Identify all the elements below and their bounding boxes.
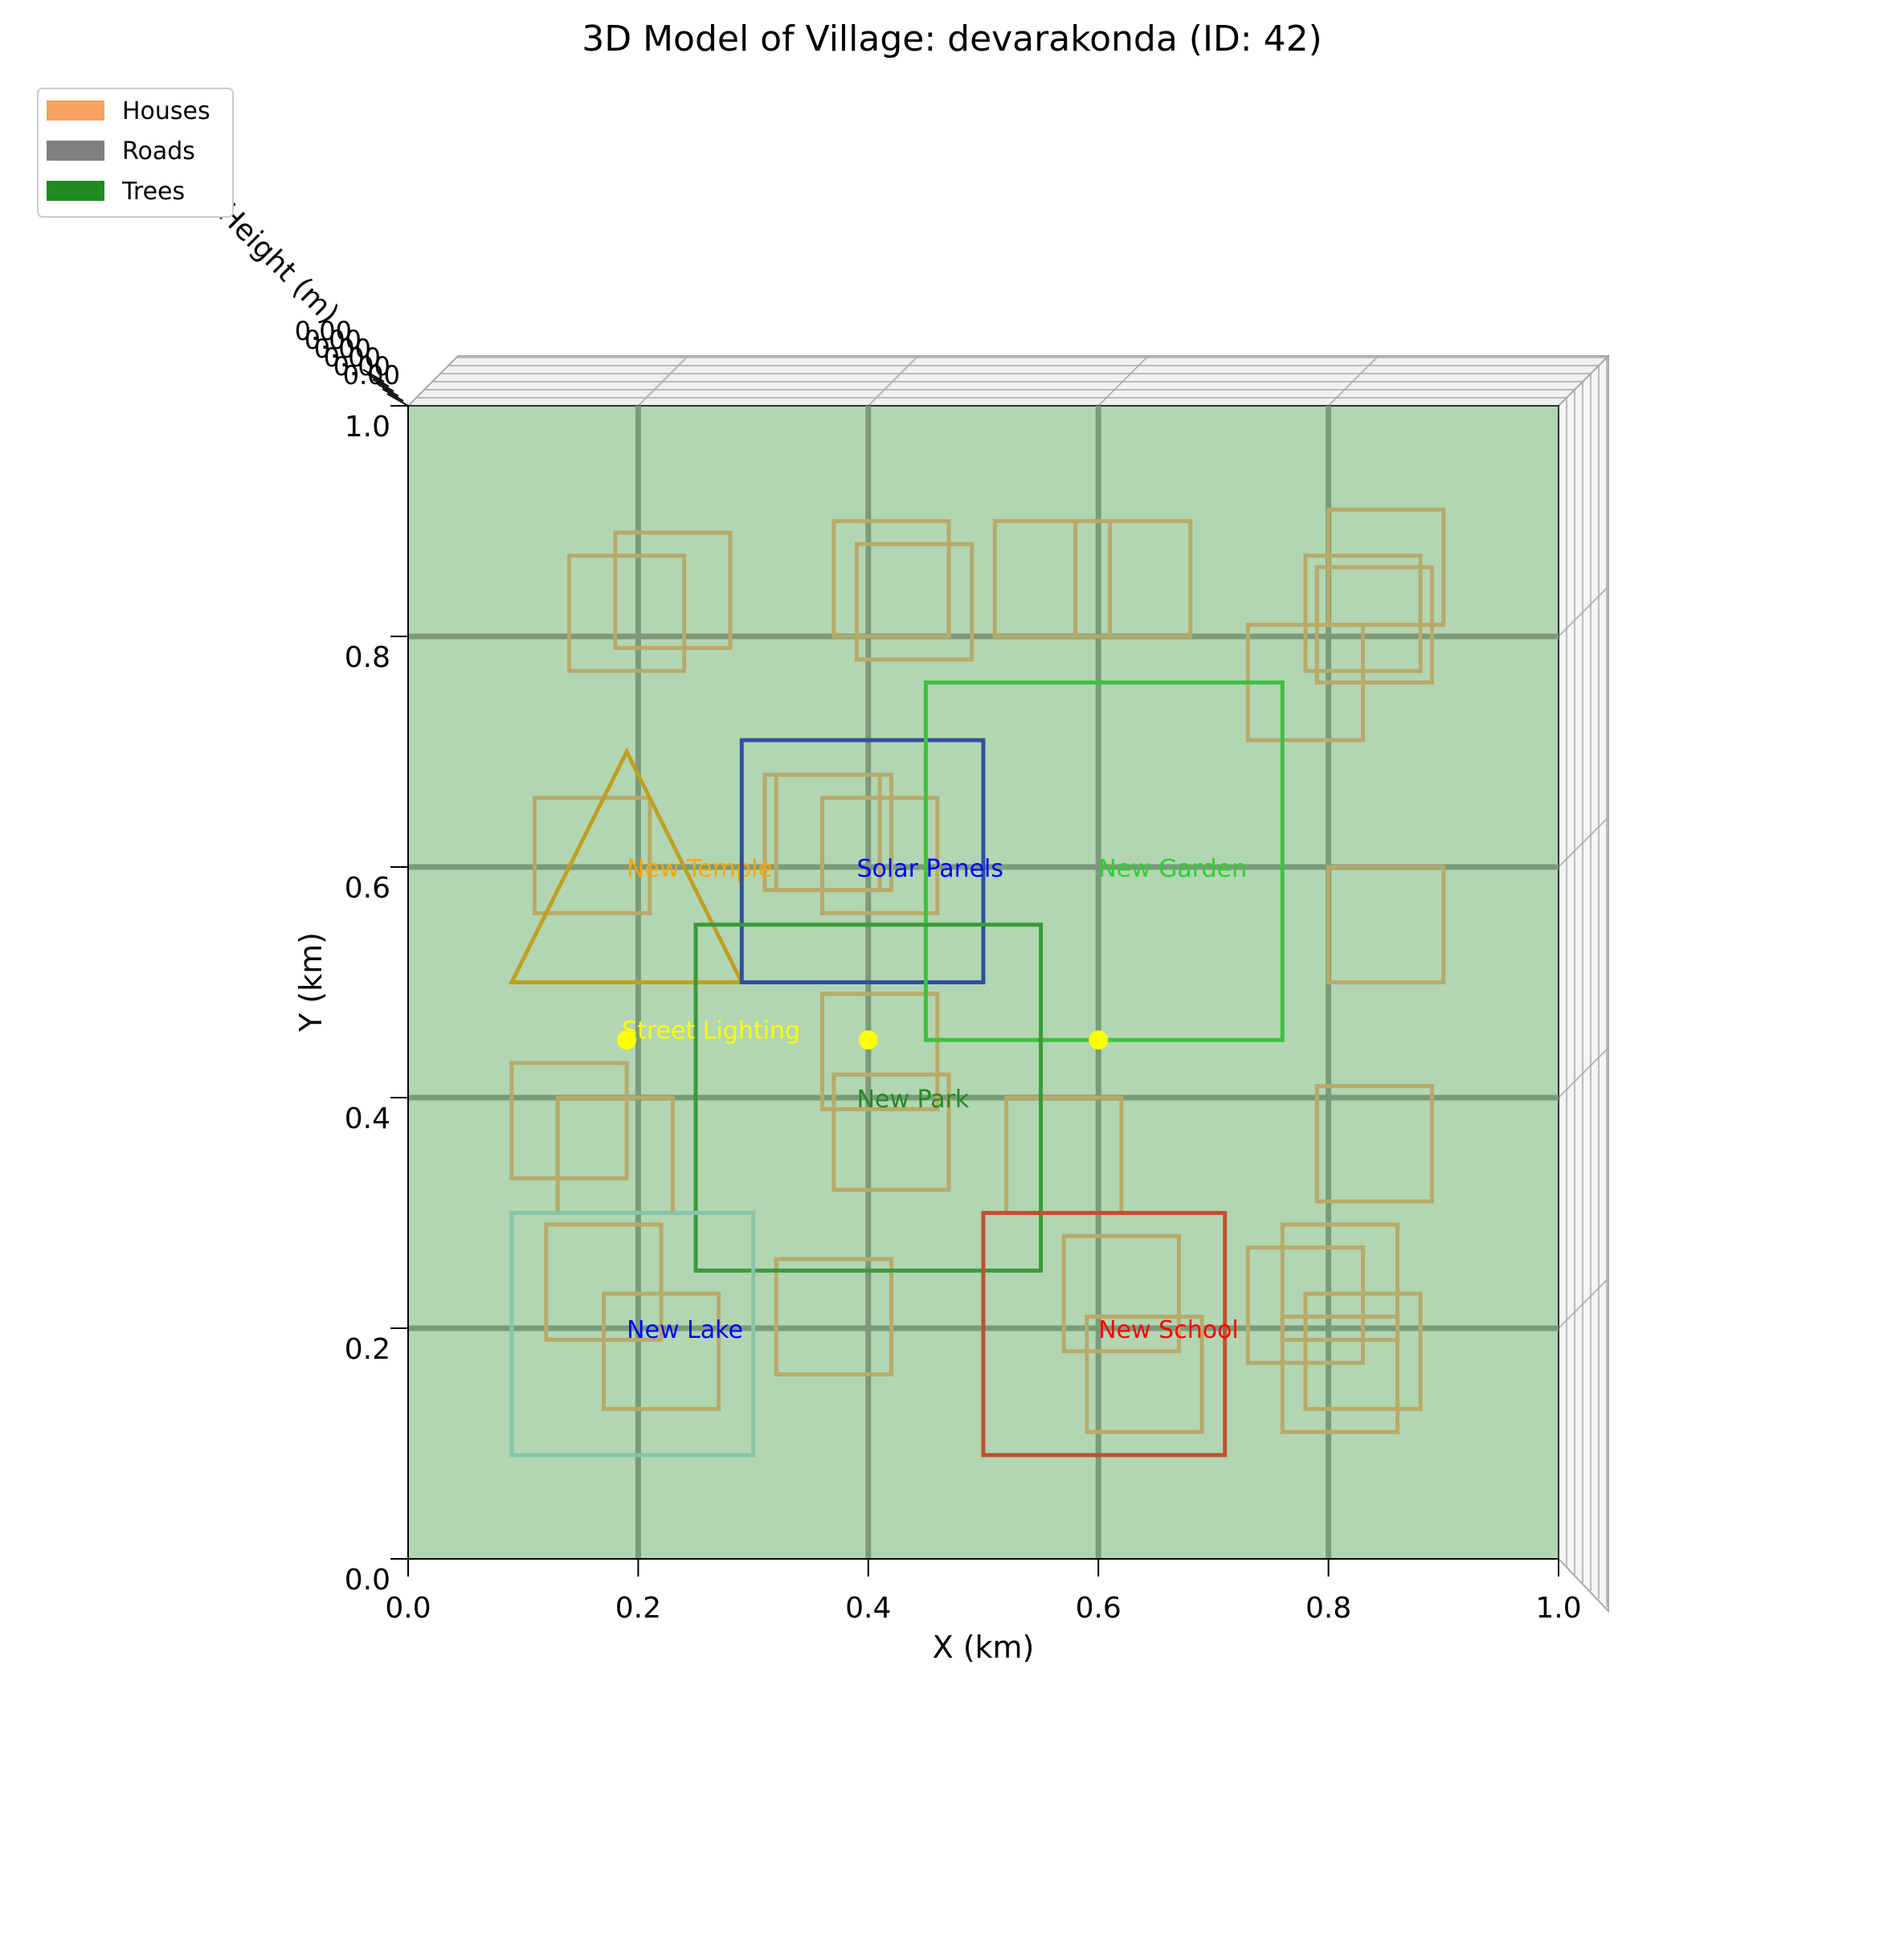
y-tick-label: 1.0 bbox=[345, 411, 390, 444]
legend-swatch-roads bbox=[47, 141, 104, 161]
z-tick-mark bbox=[362, 369, 385, 382]
house-12 bbox=[774, 772, 893, 893]
house-10 bbox=[533, 795, 652, 915]
x-tick-label: 0.0 bbox=[385, 1592, 431, 1625]
houses-layer bbox=[509, 507, 1446, 1434]
z-tick-mark bbox=[377, 383, 399, 397]
house-18 bbox=[831, 1072, 951, 1192]
new-temple-label: New Temple bbox=[627, 855, 773, 883]
z-axis-label: Height (m) bbox=[212, 197, 345, 330]
street-lighting-layer: Street Lighting bbox=[617, 1016, 1109, 1050]
house-15 bbox=[820, 992, 940, 1111]
house-3 bbox=[854, 542, 974, 662]
legend-items: Houses Roads Trees bbox=[47, 97, 210, 206]
house-0 bbox=[566, 554, 687, 673]
z-tick-mark bbox=[382, 388, 404, 402]
x-tick-label: 0.4 bbox=[845, 1592, 891, 1625]
house-25 bbox=[1085, 1315, 1204, 1434]
legend-label-houses: Houses bbox=[122, 97, 210, 125]
z-tick-label: 0.00 bbox=[314, 333, 371, 364]
house-9 bbox=[1326, 507, 1446, 628]
new-temple-outline bbox=[508, 746, 746, 984]
x-tick-label: 0.6 bbox=[1076, 1592, 1122, 1625]
new-garden-label: New Garden bbox=[1098, 855, 1247, 883]
street-light-point-2 bbox=[1089, 1030, 1109, 1050]
house-14 bbox=[1326, 865, 1446, 984]
new-lake-label: New Lake bbox=[627, 1316, 743, 1344]
new-school-outline bbox=[981, 1211, 1228, 1458]
solar-panels-outline bbox=[739, 738, 986, 985]
y-tick-label: 0.8 bbox=[345, 641, 390, 674]
y-tick-label: 0.0 bbox=[345, 1564, 390, 1597]
z-tick-label: 0.00 bbox=[333, 351, 390, 382]
x-tick-label: 0.2 bbox=[615, 1592, 661, 1625]
z-tick-mark bbox=[386, 393, 409, 407]
z-axis-ticks: 0.000.000.000.000.000.00 bbox=[295, 316, 409, 407]
house-24 bbox=[1061, 1233, 1181, 1354]
legend-label-trees: Trees bbox=[121, 178, 185, 206]
z-tick-mark bbox=[372, 378, 394, 392]
house-5 bbox=[1073, 519, 1193, 639]
street-light-point-1 bbox=[858, 1030, 878, 1050]
house-1 bbox=[613, 530, 733, 650]
chart-title: 3D Model of Village: devarakonda (ID: 42… bbox=[582, 18, 1322, 59]
house-4 bbox=[992, 519, 1113, 639]
legend: Houses Roads Trees bbox=[37, 88, 234, 218]
street-light-point-0 bbox=[617, 1030, 637, 1050]
house-23 bbox=[774, 1257, 893, 1376]
y-tick-label: 0.6 bbox=[345, 872, 390, 905]
house-28 bbox=[1280, 1315, 1400, 1434]
house-20 bbox=[1314, 1084, 1434, 1204]
legend-label-roads: Roads bbox=[122, 137, 195, 166]
features-layer: New Temple Solar Panels New Garden New Park… bbox=[508, 680, 1285, 1458]
legend-swatch-trees bbox=[47, 181, 104, 201]
street-lighting-label: Street Lighting bbox=[622, 1016, 800, 1045]
z-pane-grid bbox=[416, 355, 1609, 1607]
y-axis: 0.0 0.2 0.4 0.6 0.8 1.0 bbox=[345, 405, 409, 1597]
x-axis: 0.0 0.2 0.4 0.6 0.8 1.0 bbox=[385, 1558, 1582, 1625]
house-2 bbox=[831, 519, 951, 639]
legend-swatch-houses bbox=[47, 100, 104, 121]
x-tick-label: 1.0 bbox=[1535, 1592, 1581, 1625]
new-school-label: New School bbox=[1098, 1316, 1239, 1344]
x-tick-label: 0.8 bbox=[1305, 1592, 1351, 1625]
y-tick-label: 0.2 bbox=[345, 1333, 390, 1366]
new-park-outline bbox=[693, 922, 1044, 1273]
x-axis-label: X (km) bbox=[933, 1630, 1035, 1665]
new-lake-outline bbox=[509, 1211, 756, 1458]
house-13 bbox=[820, 795, 940, 915]
z-tick-label: 0.00 bbox=[324, 342, 381, 373]
house-16 bbox=[509, 1061, 629, 1180]
z-tick-label: 0.00 bbox=[304, 325, 362, 355]
z-tick-label: 0.00 bbox=[295, 316, 352, 346]
house-22 bbox=[601, 1291, 721, 1411]
z-tick-mark bbox=[367, 374, 390, 387]
solar-panels-label: Solar Panels bbox=[856, 855, 1003, 883]
house-27 bbox=[1280, 1222, 1400, 1342]
house-29 bbox=[1303, 1291, 1423, 1411]
y-tick-label: 0.4 bbox=[345, 1102, 390, 1135]
y-axis-label: Y (km) bbox=[293, 932, 329, 1033]
new-park-label: New Park bbox=[856, 1086, 969, 1114]
